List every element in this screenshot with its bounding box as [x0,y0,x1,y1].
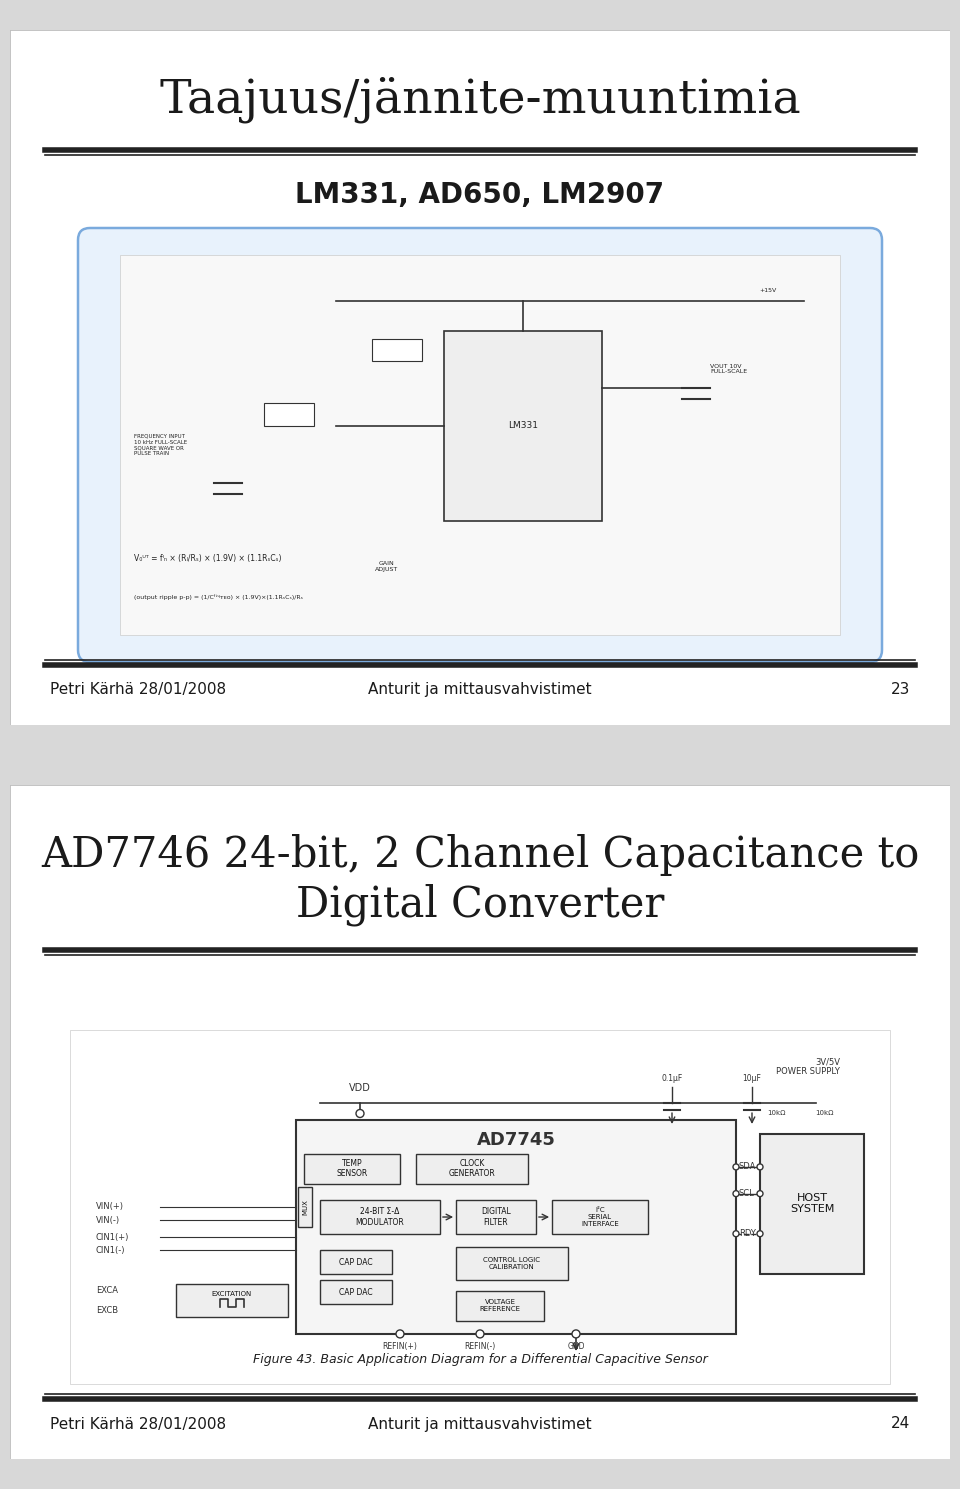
Circle shape [733,1231,739,1237]
Text: CIN1(-): CIN1(-) [96,1246,126,1255]
Text: +15V: +15V [759,287,777,293]
Bar [320,1281,392,1304]
Text: CONTROL LOGIC
CALIBRATION: CONTROL LOGIC CALIBRATION [484,1257,540,1270]
Text: LM331: LM331 [508,421,539,430]
Circle shape [572,1330,580,1339]
Text: VIN(+): VIN(+) [96,1203,124,1212]
Text: CIN1(+): CIN1(+) [96,1233,130,1242]
Text: SDA: SDA [739,1163,756,1172]
Circle shape [733,1164,739,1170]
Text: MUX: MUX [302,1199,308,1215]
Text: Anturit ja mittausvahvistimet: Anturit ja mittausvahvistimet [369,682,591,697]
Text: Taajuus/jännite-muuntimia: Taajuus/jännite-muuntimia [159,77,801,124]
Circle shape [396,1330,404,1339]
FancyBboxPatch shape [78,228,882,663]
Text: VOLTAGE
REFERENCE: VOLTAGE REFERENCE [479,1298,520,1312]
Circle shape [757,1191,763,1197]
Text: RDY: RDY [739,1230,756,1239]
Text: 10μF: 10μF [743,1075,761,1084]
Text: AD7745: AD7745 [476,1132,556,1150]
Text: REFIN(-): REFIN(-) [465,1342,495,1351]
Text: HOST
SYSTEM: HOST SYSTEM [790,1193,834,1215]
Bar [416,1154,528,1184]
Text: REFIN(+): REFIN(+) [383,1342,418,1351]
Text: EXCA: EXCA [96,1286,118,1295]
Circle shape [757,1231,763,1237]
Bar [456,1200,536,1234]
Text: GND: GND [567,1342,585,1351]
Bar [456,1291,544,1321]
Text: Anturit ja mittausvahvistimet: Anturit ja mittausvahvistimet [369,1416,591,1431]
Bar [176,1284,288,1318]
Text: 24-BIT Σ-Δ
MODULATOR: 24-BIT Σ-Δ MODULATOR [355,1208,404,1227]
Text: 23: 23 [891,682,910,697]
Text: Figure 43. Basic Application Diagram for a Differential Capacitive Sensor: Figure 43. Basic Application Diagram for… [252,1352,708,1365]
Bar [264,404,314,426]
Text: EXCITATION: EXCITATION [212,1291,252,1297]
Text: VDD: VDD [349,1084,371,1093]
Text: GAIN
ADJUST: GAIN ADJUST [374,561,398,572]
Text: CAP DAC: CAP DAC [339,1258,372,1267]
Bar [304,1154,400,1184]
Bar [70,1030,890,1383]
Text: V₀ᵁᵀ = fᴵₙ × (Rₗ/Rₛ) × (1.9V) × (1.1RₛCₛ): V₀ᵁᵀ = fᴵₙ × (Rₗ/Rₛ) × (1.9V) × (1.1RₛCₛ… [134,554,282,563]
Bar [296,1120,736,1334]
Bar [298,1187,312,1227]
Bar [320,1200,440,1234]
Text: SCL: SCL [739,1190,755,1199]
Bar [456,1248,568,1281]
Text: 24: 24 [891,1416,910,1431]
Text: 10kΩ: 10kΩ [767,1111,785,1117]
Circle shape [356,1109,364,1117]
Text: 10kΩ: 10kΩ [815,1111,833,1117]
Circle shape [476,1330,484,1339]
Text: Petri Kärhä 28/01/2008: Petri Kärhä 28/01/2008 [50,682,227,697]
Text: VOUT 10V
FULL-SCALE: VOUT 10V FULL-SCALE [710,363,748,374]
Bar [120,255,840,634]
Bar [552,1200,648,1234]
Text: (output ripple p-p) = (1/Cᶠᶤᶣᴛᴇᴏ) × (1.9V)×(1.1RₛCₛ)/Rₛ: (output ripple p-p) = (1/Cᶠᶤᶣᴛᴇᴏ) × (1.9… [134,594,303,600]
Text: CLOCK
GENERATOR: CLOCK GENERATOR [448,1158,495,1178]
Bar [760,1133,864,1273]
Text: VIN(-): VIN(-) [96,1217,120,1225]
Text: EXCB: EXCB [96,1306,118,1315]
Text: AD7746 24-bit, 2 Channel Capacitance to: AD7746 24-bit, 2 Channel Capacitance to [41,834,919,876]
Bar [320,1251,392,1273]
Text: TEMP
SENSOR: TEMP SENSOR [336,1158,368,1178]
Bar [372,338,422,362]
Text: 0.1μF: 0.1μF [661,1075,683,1084]
Text: 3V/5V
POWER SUPPLY: 3V/5V POWER SUPPLY [776,1057,840,1077]
Text: FREQUENCY INPUT
10 kHz FULL-SCALE
SQUARE WAVE OR
PULSE TRAIN: FREQUENCY INPUT 10 kHz FULL-SCALE SQUARE… [134,433,187,456]
Text: CAP DAC: CAP DAC [339,1288,372,1297]
Text: Petri Kärhä 28/01/2008: Petri Kärhä 28/01/2008 [50,1416,227,1431]
Bar [444,331,602,521]
Text: I²C
SERIAL
INTERFACE: I²C SERIAL INTERFACE [581,1208,619,1227]
Text: DIGITAL
FILTER: DIGITAL FILTER [481,1208,511,1227]
Text: LM331, AD650, LM2907: LM331, AD650, LM2907 [296,182,664,208]
Text: Digital Converter: Digital Converter [296,884,664,926]
Circle shape [733,1191,739,1197]
Circle shape [757,1164,763,1170]
